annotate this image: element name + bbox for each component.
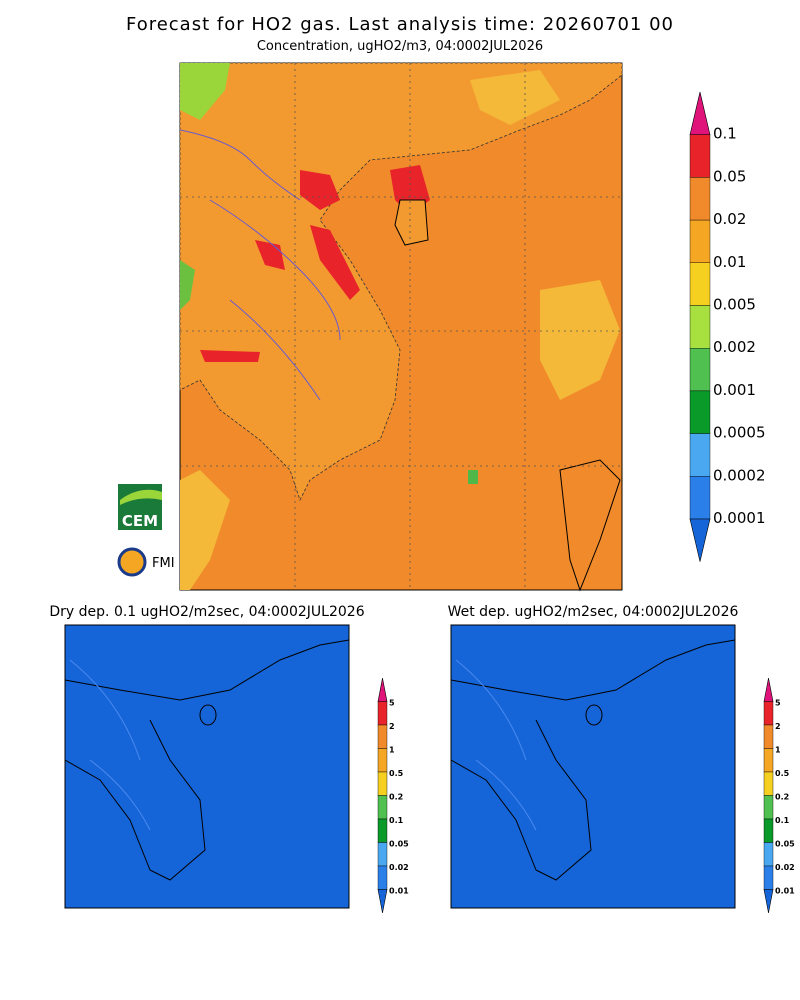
colorbar-label: 0.01 xyxy=(713,253,746,271)
colorbar-segment xyxy=(377,701,388,726)
colorbar-label: 2 xyxy=(389,722,395,731)
colorbar-segment xyxy=(689,134,711,178)
colorbar-segment xyxy=(763,818,774,843)
colorbar-segment xyxy=(763,724,774,749)
colorbar-label: 0.02 xyxy=(389,863,409,872)
colorbar-label: 0.01 xyxy=(775,887,795,896)
colorbar-segment xyxy=(689,476,711,520)
colorbar-cap xyxy=(377,677,388,702)
concentration-map xyxy=(179,62,623,592)
colorbar-label: 0.02 xyxy=(775,863,795,872)
colorbar-cap xyxy=(763,677,774,702)
colorbar-label: 0.2 xyxy=(389,793,403,802)
colorbar-segment xyxy=(763,795,774,820)
dry-dep-map xyxy=(64,624,350,909)
colorbar-label: 0.5 xyxy=(389,769,404,778)
colorbar-segment xyxy=(689,305,711,349)
colorbar-label: 0.2 xyxy=(775,793,789,802)
colorbar-label: 2 xyxy=(775,722,781,731)
colorbar-segment xyxy=(377,865,388,890)
cem-logo: CEM xyxy=(118,484,162,530)
wet-dep-map xyxy=(450,624,736,909)
colorbar-label: 5 xyxy=(389,699,395,708)
colorbar-label: 0.0002 xyxy=(713,466,766,484)
colorbar-segment xyxy=(689,177,711,221)
colorbar-label: 0.005 xyxy=(713,296,756,314)
cem-label: CEM xyxy=(122,512,158,530)
main-subtitle: Concentration, ugHO2/m3, 04:0002JUL2026 xyxy=(257,39,543,54)
colorbar-label: 1 xyxy=(389,746,395,755)
colorbar-label: 5 xyxy=(775,699,781,708)
colorbar-label: 0.05 xyxy=(713,167,746,185)
colorbar-segment xyxy=(377,795,388,820)
colorbar-label: 0.0001 xyxy=(713,509,766,527)
panel-title: Dry dep. 0.1 ugHO2/m2sec, 04:0002JUL2026 xyxy=(49,604,364,620)
colorbar-label: 0.1 xyxy=(775,816,790,825)
colorbar-label: 0.02 xyxy=(713,210,746,228)
colorbar-segment xyxy=(689,348,711,392)
colorbar-segment xyxy=(377,842,388,867)
colorbar-cap xyxy=(689,91,711,135)
colorbar-segment xyxy=(763,701,774,726)
colorbar-cap xyxy=(377,889,388,914)
colorbar-segment xyxy=(689,262,711,306)
colorbar-segment xyxy=(377,771,388,796)
colorbar-label: 1 xyxy=(775,746,781,755)
colorbar-segment xyxy=(689,433,711,477)
colorbar-segment xyxy=(689,219,711,264)
colorbar-segment xyxy=(763,771,774,796)
colorbar-cap xyxy=(689,518,711,562)
colorbar-segment xyxy=(377,724,388,749)
colorbar-label: 0.05 xyxy=(775,840,795,849)
colorbar-segment xyxy=(763,865,774,890)
panel-title: Wet dep. ugHO2/m2sec, 04:0002JUL2026 xyxy=(448,604,739,620)
colorbar-segment xyxy=(377,818,388,843)
colorbar-label: 0.002 xyxy=(713,338,756,356)
colorbar-label: 0.05 xyxy=(389,840,409,849)
main-title: Forecast for HO2 gas. Last analysis time… xyxy=(126,14,674,35)
colorbar-segment xyxy=(377,748,388,773)
colorbar-label: 0.001 xyxy=(713,381,756,399)
colorbar-label: 0.0005 xyxy=(713,424,766,442)
colorbar-label: 0.01 xyxy=(389,887,409,896)
colorbar-segment xyxy=(689,390,711,434)
colorbar-cap xyxy=(763,889,774,914)
colorbar-segment xyxy=(763,842,774,867)
colorbar-segment xyxy=(763,748,774,773)
fmi-label: FMI xyxy=(152,556,175,571)
colorbar-label: 0.5 xyxy=(775,769,790,778)
colorbar-label: 0.1 xyxy=(389,816,404,825)
fmi-logo: FMI xyxy=(117,547,175,577)
colorbar-label: 0.1 xyxy=(713,125,737,143)
